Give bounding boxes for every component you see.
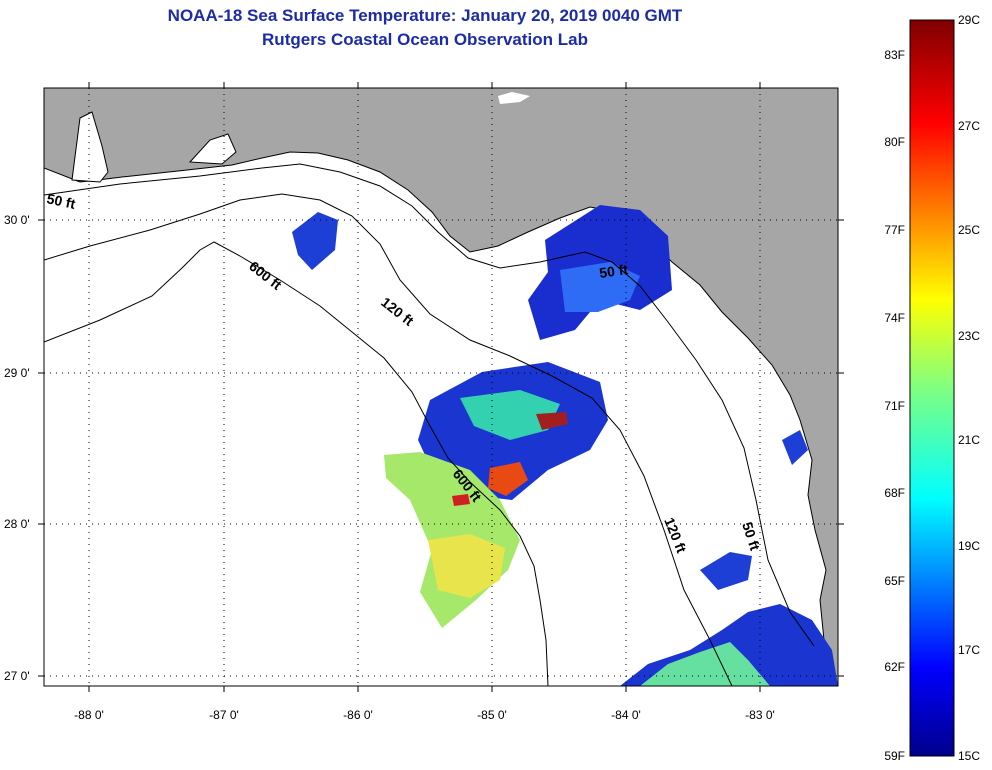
map-title: NOAA-18 Sea Surface Temperature: January… — [167, 6, 683, 25]
lat-tick-label: 30 0' — [4, 213, 30, 227]
lat-tick-label: 27 0' — [4, 669, 30, 683]
colorbar-label-f: 59F — [884, 749, 905, 763]
colorbar-label-c: 23C — [958, 329, 980, 343]
colorbar-label-f: 74F — [884, 311, 905, 325]
lat-tick-label: 29 0' — [4, 366, 30, 380]
colorbar-label-f: 77F — [884, 223, 905, 237]
lon-tick-label: -88 0' — [74, 708, 104, 722]
lon-tick-label: -85 0' — [477, 708, 507, 722]
colorbar-label-c: 25C — [958, 223, 980, 237]
axis-ticks — [38, 82, 844, 692]
lon-tick-label: -84 0' — [611, 708, 641, 722]
lake — [498, 92, 530, 104]
colorbar-label-f: 68F — [884, 486, 905, 500]
contour-label-50ft-west: 50 ft — [45, 190, 77, 212]
map-subtitle: Rutgers Coastal Ocean Observation Lab — [262, 30, 588, 49]
bay-inlet — [188, 133, 237, 165]
colorbar-fahrenheit-labels: 83F 80F 77F 74F 71F 68F 65F 62F 59F — [884, 48, 905, 763]
colorbar-label-f: 80F — [884, 135, 905, 149]
lon-tick-label: -86 0' — [343, 708, 373, 722]
land-mass — [44, 88, 838, 686]
graticule — [44, 88, 838, 686]
colorbar-label-f: 62F — [884, 660, 905, 674]
colorbar-label-f: 71F — [884, 399, 905, 413]
lat-tick-label: 28 0' — [4, 517, 30, 531]
map-frame — [43, 87, 839, 687]
lon-tick-label: -87 0' — [209, 708, 239, 722]
colorbar-label-f: 83F — [884, 48, 905, 62]
colorbar-label-c: 19C — [958, 539, 980, 553]
colorbar-label-c: 15C — [958, 749, 980, 763]
lon-tick-label: -83 0' — [745, 708, 775, 722]
colorbar-label-c: 27C — [958, 119, 980, 133]
colorbar — [909, 19, 955, 757]
colorbar-label-c: 29C — [958, 13, 980, 27]
sst-data-layer — [292, 205, 838, 686]
colorbar-label-c: 17C — [958, 643, 980, 657]
colorbar-celsius-labels: 29C 27C 25C 23C 21C 19C 17C 15C — [958, 13, 980, 763]
isobath-lines — [44, 163, 815, 686]
bay-inlet — [71, 111, 109, 183]
contour-label-50ft-bigbend: 50 ft — [598, 261, 629, 281]
colorbar-label-c: 21C — [958, 433, 980, 447]
colorbar-label-f: 65F — [884, 574, 905, 588]
